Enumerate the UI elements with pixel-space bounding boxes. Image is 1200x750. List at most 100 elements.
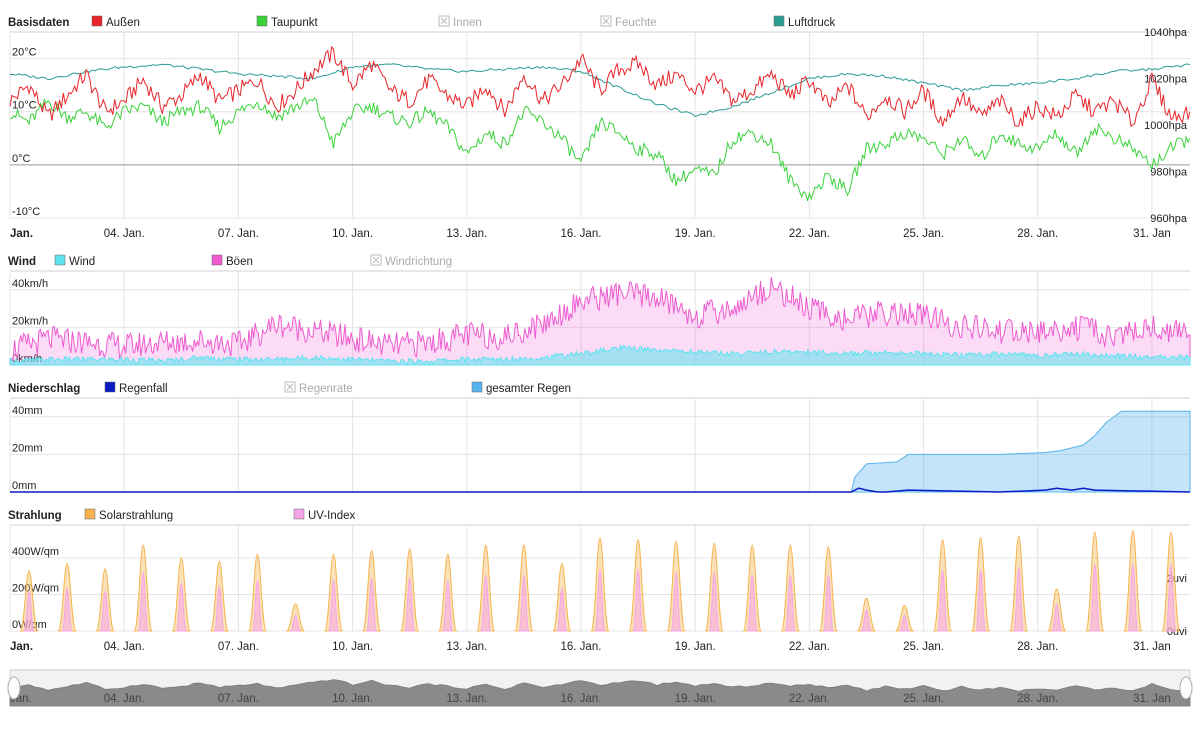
series-line-aussen[interactable] bbox=[9, 45, 1191, 128]
x-tick-label: 22. Jan. bbox=[789, 228, 830, 240]
x-tick-label: 19. Jan. bbox=[675, 641, 716, 653]
series-area-gesamter-regen[interactable] bbox=[10, 410, 1191, 493]
legend-disabled-mark bbox=[602, 17, 610, 25]
navigator-tick-label: 31. Jan bbox=[1133, 693, 1171, 705]
uv-peak[interactable] bbox=[632, 569, 644, 632]
y-tick-label: -10°C bbox=[12, 206, 40, 218]
y-tick-label: 20°C bbox=[12, 47, 37, 59]
uv-peak[interactable] bbox=[366, 577, 378, 632]
x-tick-label: 04. Jan. bbox=[104, 228, 145, 240]
y-tick-label: 40km/h bbox=[12, 278, 48, 290]
x-tick-label: 07. Jan. bbox=[218, 641, 259, 653]
series-line-taupunkt[interactable] bbox=[9, 96, 1191, 202]
uv-peak[interactable] bbox=[99, 590, 111, 632]
legend-label-disabled: Regenrate bbox=[299, 383, 353, 395]
series-area-boeen[interactable] bbox=[9, 276, 1191, 366]
uv-peak[interactable] bbox=[442, 580, 454, 632]
legend-label: UV-Index bbox=[308, 510, 356, 522]
legend-swatch[interactable] bbox=[211, 254, 223, 266]
y-tick-label: 200W/qm bbox=[12, 582, 59, 594]
legend-label: Böen bbox=[226, 256, 253, 268]
uv-peak[interactable] bbox=[670, 572, 682, 632]
legend-swatch[interactable] bbox=[773, 15, 785, 27]
legend-label: Regenfall bbox=[119, 383, 168, 395]
uv-peak[interactable] bbox=[1127, 564, 1139, 632]
navigator-tick-label: 16. Jan. bbox=[561, 693, 602, 705]
uv-peak[interactable] bbox=[289, 614, 301, 632]
legend-label: Außen bbox=[106, 17, 140, 29]
legend-disabled-mark bbox=[372, 256, 380, 264]
legend-swatch[interactable] bbox=[84, 508, 96, 520]
panel-title: Niederschlag bbox=[8, 383, 80, 395]
uv-peak[interactable] bbox=[708, 572, 720, 632]
y2-tick-label: 980hpa bbox=[1150, 167, 1188, 179]
series-line-regenfall[interactable] bbox=[10, 487, 1191, 493]
uv-peak[interactable] bbox=[822, 574, 834, 632]
uv-peak[interactable] bbox=[937, 569, 949, 632]
uv-peak[interactable] bbox=[61, 588, 73, 632]
x-tick-label: 13. Jan. bbox=[446, 228, 487, 240]
x-tick-label: 31. Jan bbox=[1133, 641, 1171, 653]
uv-peak[interactable] bbox=[328, 580, 340, 632]
y-tick-label: 20km/h bbox=[12, 315, 48, 327]
navigator-tick-label: 28. Jan. bbox=[1017, 693, 1058, 705]
legend-swatch[interactable] bbox=[471, 381, 483, 393]
legend-swatch[interactable] bbox=[293, 508, 305, 520]
uv-peak[interactable] bbox=[404, 577, 416, 632]
y-tick-label: 20mm bbox=[12, 442, 43, 454]
legend-swatch[interactable] bbox=[91, 15, 103, 27]
y-tick-label: 10°C bbox=[12, 100, 37, 112]
navigator-tick-label: 04. Jan. bbox=[104, 693, 145, 705]
panel-solar: Strahlung Solarstrahlung UV-Index 400W/qm 20… bbox=[8, 508, 1190, 653]
y2-tick-label: 1000hpa bbox=[1144, 120, 1188, 132]
uv-peak[interactable] bbox=[594, 569, 606, 632]
panel-title: Wind bbox=[8, 256, 36, 268]
navigator[interactable]: Jan. 04. Jan. 07. Jan. 10. Jan. 13. Jan. 16. … bbox=[7, 669, 1193, 707]
uv-peak[interactable] bbox=[746, 574, 758, 632]
x-tick-label: 16. Jan. bbox=[561, 228, 602, 240]
uv-peak[interactable] bbox=[137, 572, 149, 632]
x-tick-label: 28. Jan. bbox=[1017, 641, 1058, 653]
legend-label-disabled: Innen bbox=[453, 17, 482, 29]
uv-peak[interactable] bbox=[251, 580, 263, 632]
uv-peak[interactable] bbox=[1089, 564, 1101, 632]
legend-label: gesamter Regen bbox=[486, 383, 571, 395]
navigator-handle-right[interactable] bbox=[1179, 676, 1193, 700]
panel-basis: Basisdaten Außen Taupunkt Innen Feuchte Luftd… bbox=[8, 15, 1191, 240]
uv-peak[interactable] bbox=[784, 574, 796, 632]
navigator-tick-label: 10. Jan. bbox=[332, 693, 373, 705]
uv-peak[interactable] bbox=[975, 569, 987, 632]
y-tick-label: 400W/qm bbox=[12, 546, 59, 558]
navigator-handle-left[interactable] bbox=[7, 676, 21, 700]
legend-label: Solarstrahlung bbox=[99, 510, 173, 522]
y2-tick-label: 960hpa bbox=[1150, 213, 1188, 225]
uv-peak[interactable] bbox=[518, 574, 530, 632]
uv-peak[interactable] bbox=[860, 609, 872, 632]
legend-label: Luftdruck bbox=[788, 17, 836, 29]
series-line-luftdruck[interactable] bbox=[9, 63, 1191, 118]
x-tick-label: 10. Jan. bbox=[332, 228, 373, 240]
uv-peak[interactable] bbox=[556, 588, 568, 632]
navigator-series bbox=[9, 679, 1191, 707]
uv-peak[interactable] bbox=[480, 574, 492, 632]
y2-tick-label: 1040hpa bbox=[1144, 27, 1188, 39]
uv-peak[interactable] bbox=[23, 590, 35, 632]
legend-swatch[interactable] bbox=[104, 381, 116, 393]
x-tick-label: 22. Jan. bbox=[789, 641, 830, 653]
y2-tick-label: 1020hpa bbox=[1144, 74, 1188, 86]
uv-peak[interactable] bbox=[1013, 566, 1025, 632]
uv-peak[interactable] bbox=[1051, 603, 1063, 632]
x-tick-label: 16. Jan. bbox=[561, 641, 602, 653]
uv-peak[interactable] bbox=[899, 614, 911, 632]
x-tick-label: 19. Jan. bbox=[675, 228, 716, 240]
uv-peak[interactable] bbox=[175, 582, 187, 632]
legend-swatch[interactable] bbox=[256, 15, 268, 27]
legend-label-disabled: Feuchte bbox=[615, 17, 657, 29]
legend-swatch[interactable] bbox=[54, 254, 66, 266]
uv-peak[interactable] bbox=[213, 585, 225, 632]
uv-peak[interactable] bbox=[1165, 564, 1177, 632]
legend-label: Taupunkt bbox=[271, 17, 318, 29]
series-area-wind[interactable] bbox=[9, 344, 1191, 366]
x-tick-label: 07. Jan. bbox=[218, 228, 259, 240]
